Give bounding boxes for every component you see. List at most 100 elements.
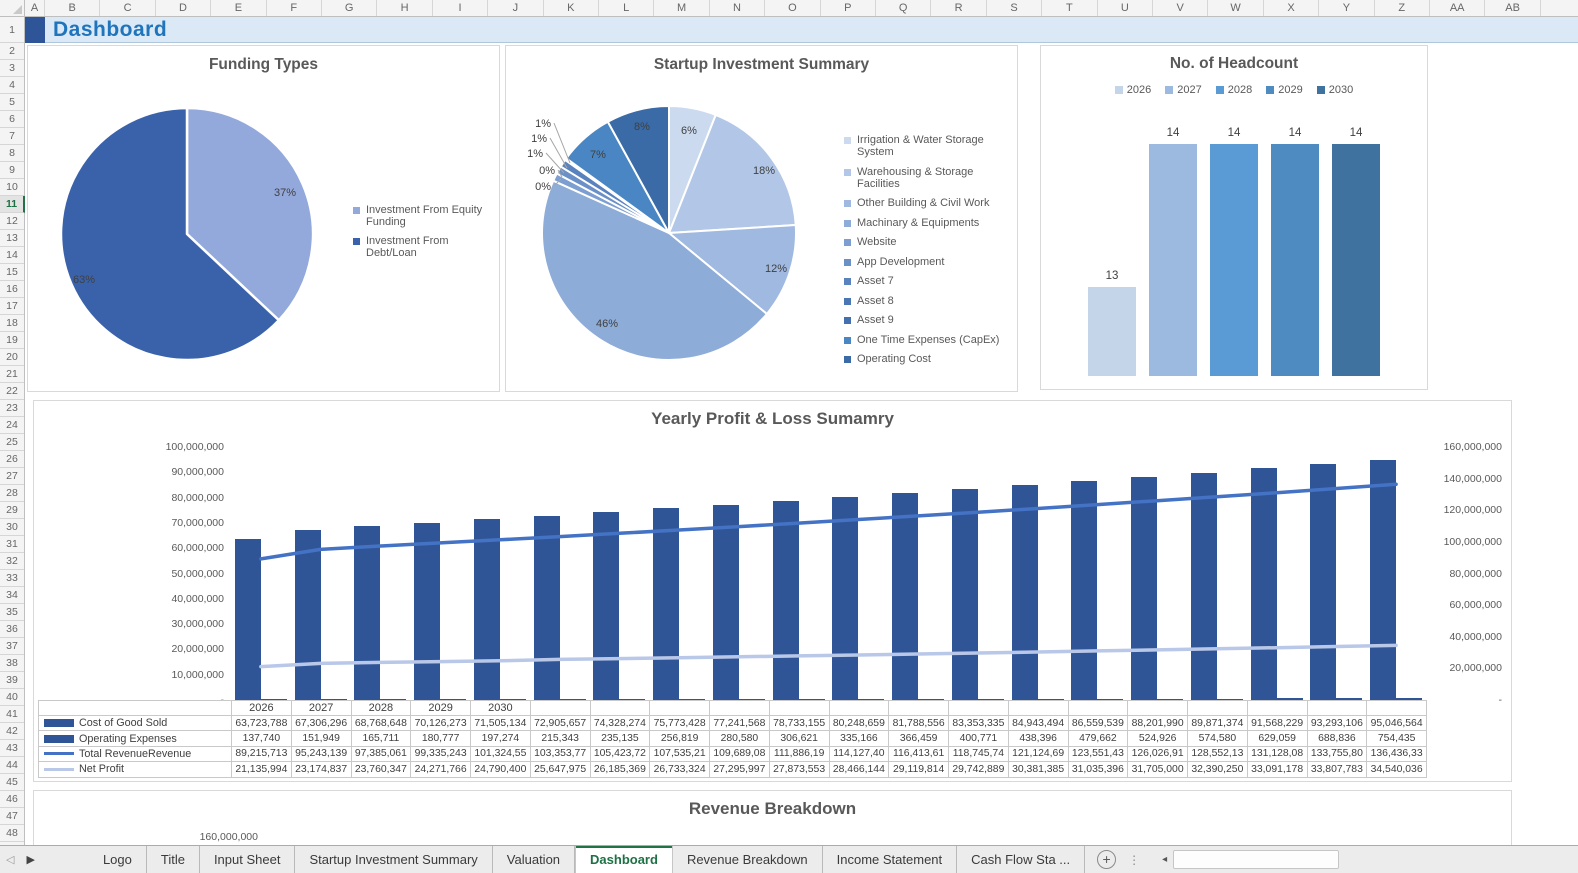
row-header-8[interactable]: 8 <box>0 145 24 162</box>
row-header-41[interactable]: 41 <box>0 706 24 723</box>
column-header-S[interactable]: S <box>987 0 1043 16</box>
row-header-47[interactable]: 47 <box>0 808 24 825</box>
column-header-C[interactable]: C <box>100 0 156 16</box>
row-header-23[interactable]: 23 <box>0 400 24 417</box>
row-header-25[interactable]: 25 <box>0 434 24 451</box>
sheet-tab-dashboard[interactable]: Dashboard <box>575 846 673 873</box>
row-header-44[interactable]: 44 <box>0 757 24 774</box>
row-header-42[interactable]: 42 <box>0 723 24 740</box>
sheet-tab-title[interactable]: Title <box>147 846 200 873</box>
row-header-26[interactable]: 26 <box>0 451 24 468</box>
sheet-tab-input-sheet[interactable]: Input Sheet <box>200 846 296 873</box>
sheet-tab-revenue-breakdown[interactable]: Revenue Breakdown <box>673 846 823 873</box>
row-header-46[interactable]: 46 <box>0 791 24 808</box>
row-header-19[interactable]: 19 <box>0 332 24 349</box>
row-header-39[interactable]: 39 <box>0 672 24 689</box>
row-header-16[interactable]: 16 <box>0 281 24 298</box>
row-header-6[interactable]: 6 <box>0 111 24 128</box>
row-header-33[interactable]: 33 <box>0 570 24 587</box>
row-header-28[interactable]: 28 <box>0 485 24 502</box>
column-header-B[interactable]: B <box>45 0 101 16</box>
row-header-43[interactable]: 43 <box>0 740 24 757</box>
headcount-chart[interactable]: No. of Headcount 2026 2027 2028 2029 2030 13… <box>1040 45 1428 390</box>
row-header-9[interactable]: 9 <box>0 162 24 179</box>
row-header-12[interactable]: 12 <box>0 213 24 230</box>
column-header-AA[interactable]: AA <box>1430 0 1486 16</box>
row-header-11[interactable]: 11 <box>0 196 25 213</box>
horizontal-scrollbar-thumb[interactable] <box>1173 850 1340 869</box>
row-header-3[interactable]: 3 <box>0 60 24 77</box>
row-header-15[interactable]: 15 <box>0 264 24 281</box>
row-header-10[interactable]: 10 <box>0 179 24 196</box>
column-header-U[interactable]: U <box>1098 0 1153 16</box>
row-header-22[interactable]: 22 <box>0 383 24 400</box>
more-icon[interactable]: ⋮ <box>1128 852 1141 867</box>
column-header-X[interactable]: X <box>1264 0 1320 16</box>
scroll-left-icon[interactable]: ◂ <box>1162 854 1168 865</box>
row-header-30[interactable]: 30 <box>0 519 24 536</box>
row-header-20[interactable]: 20 <box>0 349 24 366</box>
row-header-48[interactable]: 48 <box>0 825 24 842</box>
column-header-G[interactable]: G <box>322 0 378 16</box>
sheet-tab-valuation[interactable]: Valuation <box>493 846 576 873</box>
row-header-17[interactable]: 17 <box>0 298 24 315</box>
row-header-37[interactable]: 37 <box>0 638 24 655</box>
row-header-21[interactable]: 21 <box>0 366 24 383</box>
row-header-27[interactable]: 27 <box>0 468 24 485</box>
column-header-T[interactable]: T <box>1042 0 1098 16</box>
select-all-corner[interactable] <box>0 0 25 16</box>
column-header-Q[interactable]: Q <box>876 0 932 16</box>
next-sheet-icon[interactable]: ▶ <box>26 854 35 866</box>
row-header-45[interactable]: 45 <box>0 774 24 791</box>
row-header-24[interactable]: 24 <box>0 417 24 434</box>
row-header-13[interactable]: 13 <box>0 230 24 247</box>
row-header-5[interactable]: 5 <box>0 94 24 111</box>
column-header-D[interactable]: D <box>156 0 212 16</box>
column-header-F[interactable]: F <box>267 0 322 16</box>
row-header-4[interactable]: 4 <box>0 77 24 94</box>
column-header-H[interactable]: H <box>377 0 433 16</box>
column-header-L[interactable]: L <box>599 0 655 16</box>
add-sheet-icon[interactable]: + <box>1097 850 1117 869</box>
row-header-29[interactable]: 29 <box>0 502 24 519</box>
funding-types-chart[interactable]: Funding Types 37% 63% Investment From Equ… <box>27 45 500 392</box>
sheet-tab-logo[interactable]: Logo <box>89 846 147 873</box>
sheet-tab-cash-flow-sta-[interactable]: Cash Flow Sta ... <box>957 846 1086 873</box>
row-header-18[interactable]: 18 <box>0 315 24 332</box>
row-header-2[interactable]: 2 <box>0 43 24 60</box>
column-header-J[interactable]: J <box>488 0 544 16</box>
column-header-R[interactable]: R <box>931 0 987 16</box>
sheet-tab-income-statement[interactable]: Income Statement <box>823 846 958 873</box>
left-axis-label: 90,000,000 <box>171 466 224 479</box>
row-header-14[interactable]: 14 <box>0 247 24 264</box>
bar-value-label: 14 <box>1349 127 1363 139</box>
startup-investment-chart[interactable]: Startup Investment Summary 6% 18% 12% 46% 7%… <box>505 45 1018 392</box>
row-header-32[interactable]: 32 <box>0 553 24 570</box>
column-header-Y[interactable]: Y <box>1319 0 1375 16</box>
row-header-38[interactable]: 38 <box>0 655 24 672</box>
row-header-36[interactable]: 36 <box>0 621 24 638</box>
row-header-7[interactable]: 7 <box>0 128 24 145</box>
column-header-W[interactable]: W <box>1208 0 1264 16</box>
row-header-34[interactable]: 34 <box>0 587 24 604</box>
column-header-AB[interactable]: AB <box>1485 0 1541 16</box>
column-header-E[interactable]: E <box>211 0 267 16</box>
column-header-K[interactable]: K <box>544 0 599 16</box>
prev-sheet-icon[interactable]: ◁ <box>6 854 15 866</box>
column-header-Z[interactable]: Z <box>1375 0 1430 16</box>
legend-label: Warehousing & Storage Facilities <box>857 165 974 190</box>
column-header-O[interactable]: O <box>765 0 821 16</box>
column-header-M[interactable]: M <box>654 0 710 16</box>
column-header-I[interactable]: I <box>433 0 489 16</box>
row-header-31[interactable]: 31 <box>0 536 24 553</box>
column-header-P[interactable]: P <box>821 0 876 16</box>
row-header-35[interactable]: 35 <box>0 604 24 621</box>
row-header-40[interactable]: 40 <box>0 689 24 706</box>
row-header-1[interactable]: 1 <box>0 17 24 43</box>
dashboard-title-cell[interactable]: Dashboard <box>25 17 1578 43</box>
column-header-N[interactable]: N <box>710 0 766 16</box>
sheet-tab-startup-investment-summary[interactable]: Startup Investment Summary <box>295 846 493 873</box>
profit-loss-chart[interactable]: Yearly Profit & Loss Sumamry 100,000,000… <box>33 400 1512 782</box>
column-header-V[interactable]: V <box>1153 0 1209 16</box>
column-header-A[interactable]: A <box>25 0 45 16</box>
